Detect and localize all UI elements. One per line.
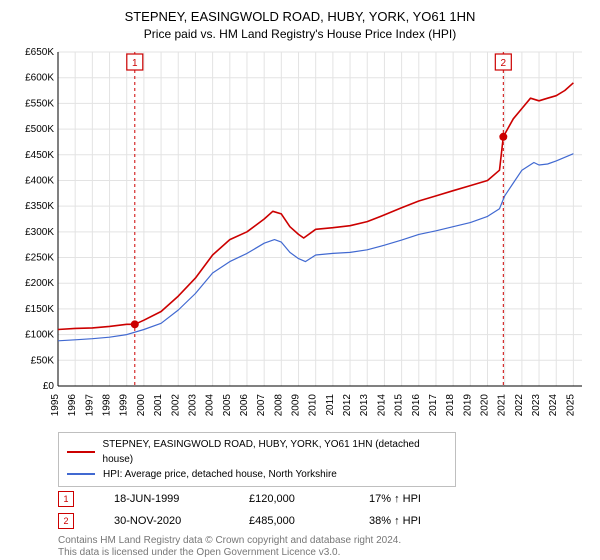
svg-text:1997: 1997 [84, 393, 95, 416]
svg-text:2017: 2017 [428, 393, 439, 416]
page-subtitle: Price paid vs. HM Land Registry's House … [12, 26, 588, 42]
price-chart: £0 £50K £100K £150K £200K £250K £300K £350K £400… [12, 46, 588, 426]
svg-text:2025: 2025 [565, 393, 576, 416]
svg-text:2023: 2023 [531, 393, 542, 416]
svg-text:£100K: £100K [25, 329, 54, 340]
svg-text:2009: 2009 [291, 393, 302, 416]
svg-text:2006: 2006 [239, 393, 250, 416]
svg-text:£150K: £150K [25, 304, 54, 315]
legend-item-hpi: HPI: Average price, detached house, Nort… [67, 467, 447, 482]
svg-text:2007: 2007 [256, 393, 267, 416]
svg-text:£400K: £400K [25, 175, 54, 186]
svg-text:£0: £0 [43, 381, 55, 392]
svg-text:2013: 2013 [359, 393, 370, 416]
legend-label-property: STEPNEY, EASINGWOLD ROAD, HUBY, YORK, YO… [103, 437, 447, 467]
svg-text:2024: 2024 [548, 393, 559, 416]
svg-text:2002: 2002 [170, 393, 181, 416]
svg-text:1996: 1996 [67, 393, 78, 416]
svg-text:2015: 2015 [394, 393, 405, 416]
marker-table: 1 18-JUN-1999 £120,000 17% ↑ HPI 2 30-NO… [58, 491, 588, 529]
footer-attribution: Contains HM Land Registry data © Crown c… [58, 535, 588, 560]
svg-text:2020: 2020 [480, 393, 491, 416]
svg-text:2004: 2004 [205, 393, 216, 416]
marker-pct-1: 17% ↑ HPI [369, 493, 449, 505]
svg-text:2021: 2021 [497, 393, 508, 416]
legend-swatch-property [67, 451, 95, 453]
svg-text:2014: 2014 [376, 393, 387, 416]
svg-text:2003: 2003 [187, 393, 198, 416]
marker-price-2: £485,000 [249, 515, 329, 527]
svg-text:2008: 2008 [273, 393, 284, 416]
svg-text:£450K: £450K [25, 150, 54, 161]
svg-text:2016: 2016 [411, 393, 422, 416]
footer-line-1: Contains HM Land Registry data © Crown c… [58, 535, 588, 548]
svg-text:2019: 2019 [462, 393, 473, 416]
svg-text:£500K: £500K [25, 124, 54, 135]
svg-text:1999: 1999 [119, 393, 130, 416]
svg-text:1: 1 [132, 58, 138, 69]
legend-item-property: STEPNEY, EASINGWOLD ROAD, HUBY, YORK, YO… [67, 437, 447, 467]
chart-legend: STEPNEY, EASINGWOLD ROAD, HUBY, YORK, YO… [58, 432, 456, 487]
svg-text:1995: 1995 [50, 393, 61, 416]
svg-text:2000: 2000 [136, 393, 147, 416]
marker-row-2: 2 30-NOV-2020 £485,000 38% ↑ HPI [58, 513, 588, 529]
marker-pct-2: 38% ↑ HPI [369, 515, 449, 527]
marker-date-1: 18-JUN-1999 [114, 493, 209, 505]
svg-text:2001: 2001 [153, 393, 164, 416]
svg-text:£550K: £550K [25, 98, 54, 109]
svg-text:£250K: £250K [25, 252, 54, 263]
svg-text:£600K: £600K [25, 72, 54, 83]
svg-text:2012: 2012 [342, 393, 353, 416]
legend-label-hpi: HPI: Average price, detached house, Nort… [103, 467, 337, 482]
svg-text:2005: 2005 [222, 393, 233, 416]
svg-text:2: 2 [501, 58, 507, 69]
svg-text:2022: 2022 [514, 393, 525, 416]
svg-text:£350K: £350K [25, 201, 54, 212]
svg-text:2011: 2011 [325, 393, 336, 415]
marker-badge-1: 1 [58, 491, 74, 507]
svg-text:1998: 1998 [102, 393, 113, 416]
svg-text:£50K: £50K [31, 355, 55, 366]
footer-line-2: This data is licensed under the Open Gov… [58, 547, 588, 560]
legend-swatch-hpi [67, 473, 95, 475]
svg-text:2018: 2018 [445, 393, 456, 416]
svg-text:£300K: £300K [25, 227, 54, 238]
svg-text:£650K: £650K [25, 47, 54, 58]
marker-price-1: £120,000 [249, 493, 329, 505]
marker-date-2: 30-NOV-2020 [114, 515, 209, 527]
page-title: STEPNEY, EASINGWOLD ROAD, HUBY, YORK, YO… [12, 8, 588, 26]
svg-text:£200K: £200K [25, 278, 54, 289]
marker-row-1: 1 18-JUN-1999 £120,000 17% ↑ HPI [58, 491, 588, 507]
marker-badge-2: 2 [58, 513, 74, 529]
svg-text:2010: 2010 [308, 393, 319, 416]
